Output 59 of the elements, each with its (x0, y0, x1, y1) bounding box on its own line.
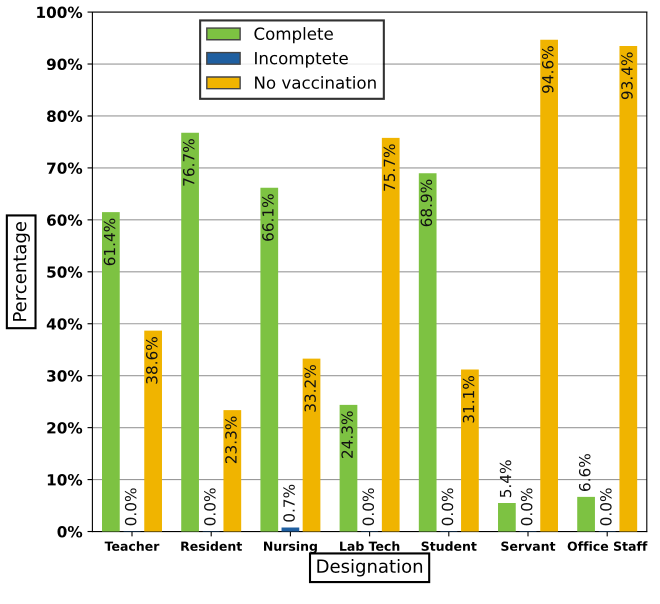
bar (302, 358, 320, 532)
data-label: 0.0% (362, 488, 374, 526)
y-axis-title: Percentage (13, 222, 30, 321)
x-tick-label: Servant (501, 541, 556, 551)
bar (577, 496, 595, 532)
data-label: 38.6% (146, 337, 158, 384)
y-tick-label: 80% (47, 110, 82, 122)
bar (382, 138, 400, 532)
y-tick-label: 50% (47, 266, 82, 278)
x-tick-label: Student (422, 541, 477, 551)
legend-label: No vaccination (255, 76, 376, 89)
bar (181, 132, 199, 532)
bar (619, 46, 638, 532)
bar (260, 188, 278, 532)
data-label: 0.0% (442, 488, 454, 526)
data-label: 75.7% (384, 144, 396, 191)
data-label: 93.4% (621, 52, 633, 100)
data-label: 31.1% (462, 376, 474, 423)
bar (144, 330, 162, 532)
x-tick-label: Teacher (104, 541, 160, 551)
x-tick-label: Office Staff (568, 541, 648, 551)
data-label: 0.0% (520, 488, 532, 526)
bar (340, 404, 358, 532)
y-tick-label: 90% (46, 58, 82, 70)
data-label: 24.3% (341, 411, 353, 458)
bar (223, 410, 242, 532)
bar (102, 212, 120, 532)
legend-label: Complete (254, 27, 333, 44)
data-label: 94.6% (542, 46, 554, 93)
y-tick-label: 100% (37, 6, 82, 18)
data-label: 23.3% (225, 416, 237, 464)
data-label: 0.0% (600, 488, 612, 526)
bar (418, 173, 437, 532)
data-label: 33.2% (304, 365, 316, 412)
y-tick-label: 10% (48, 474, 82, 486)
data-label: 61.4% (104, 218, 116, 266)
bar (498, 503, 516, 532)
bar (540, 40, 558, 532)
y-tick-label: 20% (47, 422, 82, 434)
data-label: 6.6% (578, 454, 591, 491)
y-tick-label: 70% (47, 162, 82, 174)
data-label: 0.0% (124, 488, 136, 526)
bar (282, 527, 300, 532)
y-tick-label: 30% (47, 370, 82, 382)
y-tick-label: 0% (57, 526, 82, 538)
data-label: 0.7% (283, 484, 295, 522)
y-tick-label: 40% (46, 318, 82, 330)
data-label: 76.7% (182, 139, 195, 186)
x-tick-label: Lab Tech (340, 541, 400, 551)
x-tick-label: Nursing (264, 541, 317, 554)
bar (461, 370, 479, 532)
y-tick-label: 60% (47, 214, 82, 226)
data-label: 0.0% (204, 488, 216, 526)
x-axis-title: Designation (317, 558, 422, 576)
data-label: 68.9% (420, 180, 432, 226)
x-tick-label: Resident (181, 541, 242, 551)
data-label: 5.4% (500, 460, 512, 498)
data-label: 66.1% (262, 194, 274, 241)
legend-label: Incomptete (255, 52, 348, 68)
